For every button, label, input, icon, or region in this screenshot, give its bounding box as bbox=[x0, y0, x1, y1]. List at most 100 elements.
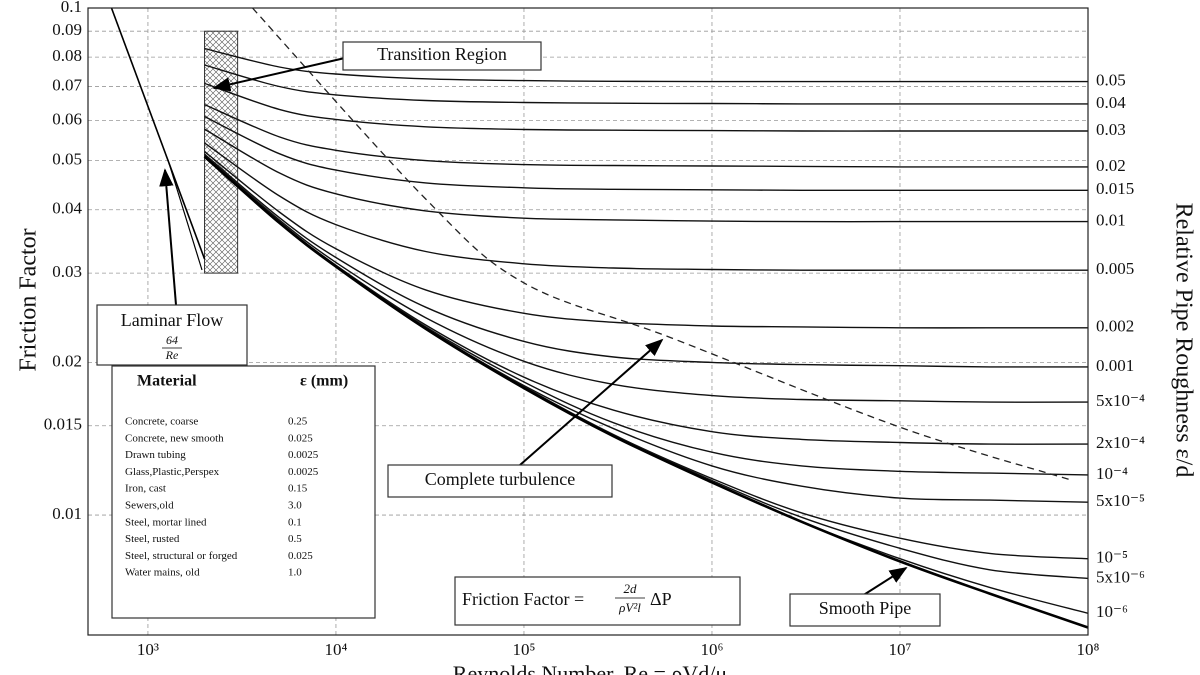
materials-rows: Material ε (mm) Concrete, coarse 0.25 Concre… bbox=[125, 373, 348, 579]
roughness-curve bbox=[204, 103, 1088, 168]
table-cell: Iron, cast bbox=[125, 483, 166, 495]
x-axis-label: Reynolds Number, Re = ρVd/μ bbox=[453, 661, 727, 675]
x-tick-label: 10⁶ bbox=[701, 640, 724, 659]
formula-denominator: Re bbox=[165, 348, 179, 362]
grid bbox=[88, 7, 1089, 635]
series-label: 10⁻⁴ bbox=[1096, 464, 1128, 483]
series-label: 5x10⁻⁶ bbox=[1096, 567, 1145, 586]
arrow bbox=[861, 567, 908, 597]
annotations: Transition Region Laminar Flow 64 Re Com… bbox=[96, 41, 941, 627]
y-axis-label: Friction Factor bbox=[16, 228, 42, 371]
roughness-curve bbox=[204, 82, 1088, 132]
series-label: 10⁻⁶ bbox=[1096, 602, 1128, 621]
arrow bbox=[159, 168, 177, 306]
series-label: 10⁻⁵ bbox=[1096, 548, 1128, 567]
roughness-curve bbox=[204, 154, 1088, 403]
series-label: 5x10⁻⁴ bbox=[1096, 391, 1145, 410]
y-tick-label: 0.09 bbox=[52, 20, 82, 39]
y-tick-label: 0.03 bbox=[52, 262, 82, 281]
smooth-pipe-curve bbox=[203, 155, 1088, 629]
formula-numerator: 2d bbox=[624, 581, 638, 596]
arrow bbox=[519, 338, 664, 466]
table-cell: Water mains, old bbox=[125, 567, 200, 579]
complete-turbulence-line bbox=[252, 8, 1073, 482]
table-cell: 0.5 bbox=[288, 533, 302, 545]
table-cell: Steel, mortar lined bbox=[125, 516, 207, 528]
labels: Friction Factor Relative Pipe Roughness … bbox=[16, 0, 1197, 675]
roughness-curve bbox=[204, 142, 1088, 271]
annotation: Complete turbulence bbox=[425, 469, 575, 489]
series-label: 0.015 bbox=[1096, 179, 1134, 198]
series-label: 5x10⁻⁵ bbox=[1096, 491, 1145, 510]
y-tick-label: 0.07 bbox=[52, 75, 82, 94]
series-label: 0.005 bbox=[1096, 259, 1134, 278]
table-cell: 3.0 bbox=[288, 500, 302, 512]
table-cell: Drawn tubing bbox=[125, 449, 186, 461]
roughness-curve bbox=[204, 151, 1088, 329]
y2-axis-label: Relative Pipe Roughness ε/d bbox=[1170, 203, 1196, 478]
table-cell: Steel, structural or forged bbox=[125, 550, 238, 562]
annotation-box bbox=[342, 41, 542, 71]
series-label: 0.01 bbox=[1096, 211, 1126, 230]
x-tick-label: 10⁵ bbox=[512, 640, 535, 659]
roughness-curve bbox=[204, 47, 1088, 83]
plot-area bbox=[110, 8, 1088, 629]
y-tick-label: 0.08 bbox=[52, 46, 82, 65]
x-tick-label: 10³ bbox=[137, 640, 159, 659]
formula-denominator: ρV²l bbox=[618, 600, 641, 615]
table-cell: 0.025 bbox=[288, 550, 313, 562]
annotation-box bbox=[789, 593, 941, 627]
x-tick-label: 10⁴ bbox=[324, 640, 347, 659]
y-tick-label: 0.1 bbox=[61, 0, 82, 16]
arrow bbox=[212, 57, 346, 92]
y-tick-label: 0.02 bbox=[52, 351, 82, 370]
table-cell: Concrete, coarse bbox=[125, 416, 198, 428]
formula-numerator: 64 bbox=[166, 333, 178, 347]
annotation-box bbox=[96, 304, 248, 366]
y-tick-label: 0.04 bbox=[52, 199, 82, 218]
series-label: 0.02 bbox=[1096, 156, 1126, 175]
table-cell: 0.15 bbox=[288, 483, 308, 495]
plot-frame bbox=[87, 7, 1089, 636]
y-tick-label: 0.015 bbox=[44, 415, 82, 434]
y-tick-label: 0.01 bbox=[52, 504, 82, 523]
table-cell: 0.1 bbox=[288, 516, 302, 528]
annotation: Smooth Pipe bbox=[819, 598, 912, 618]
table-cell: Sewers,old bbox=[125, 500, 174, 512]
series-label: 0.001 bbox=[1096, 356, 1134, 375]
y-tick-label: 0.05 bbox=[52, 150, 82, 169]
table-cell: 1.0 bbox=[288, 567, 302, 579]
series-label: 0.05 bbox=[1096, 70, 1126, 89]
y-tick-label: 0.06 bbox=[52, 109, 82, 128]
table-cell: Glass,Plastic,Perspex bbox=[125, 466, 220, 478]
series-label: 0.04 bbox=[1096, 93, 1126, 112]
roughness-curve bbox=[204, 115, 1088, 192]
table-header: ε (mm) bbox=[300, 373, 348, 390]
table-cell: 0.0025 bbox=[288, 466, 319, 478]
formula-text: ΔP bbox=[650, 589, 672, 609]
annotation: Laminar Flow bbox=[121, 310, 223, 330]
series-label: 2x10⁻⁴ bbox=[1096, 433, 1145, 452]
transition-region bbox=[204, 30, 239, 274]
series-label: 0.03 bbox=[1096, 120, 1126, 139]
table-cell: 0.25 bbox=[288, 416, 308, 428]
annotation-box bbox=[387, 464, 613, 498]
roughness-curve bbox=[204, 153, 1088, 368]
roughness-curve bbox=[204, 64, 1088, 105]
table-cell: Concrete, new smooth bbox=[125, 432, 224, 444]
laminar-line bbox=[110, 8, 206, 260]
table-header: Material bbox=[137, 373, 197, 390]
x-tick-label: 10⁸ bbox=[1077, 640, 1100, 659]
table-cell: 0.0025 bbox=[288, 449, 319, 461]
x-tick-label: 10⁷ bbox=[889, 640, 912, 659]
series-label: 0.002 bbox=[1096, 317, 1134, 336]
table-cell: 0.025 bbox=[288, 432, 313, 444]
formula-box bbox=[454, 576, 741, 626]
formula-text: Friction Factor = bbox=[462, 589, 584, 609]
annotation: Transition Region bbox=[377, 44, 507, 64]
leader-line bbox=[167, 159, 203, 271]
roughness-curve bbox=[204, 128, 1088, 223]
materials-table bbox=[111, 365, 376, 619]
table-cell: Steel, rusted bbox=[125, 533, 180, 545]
